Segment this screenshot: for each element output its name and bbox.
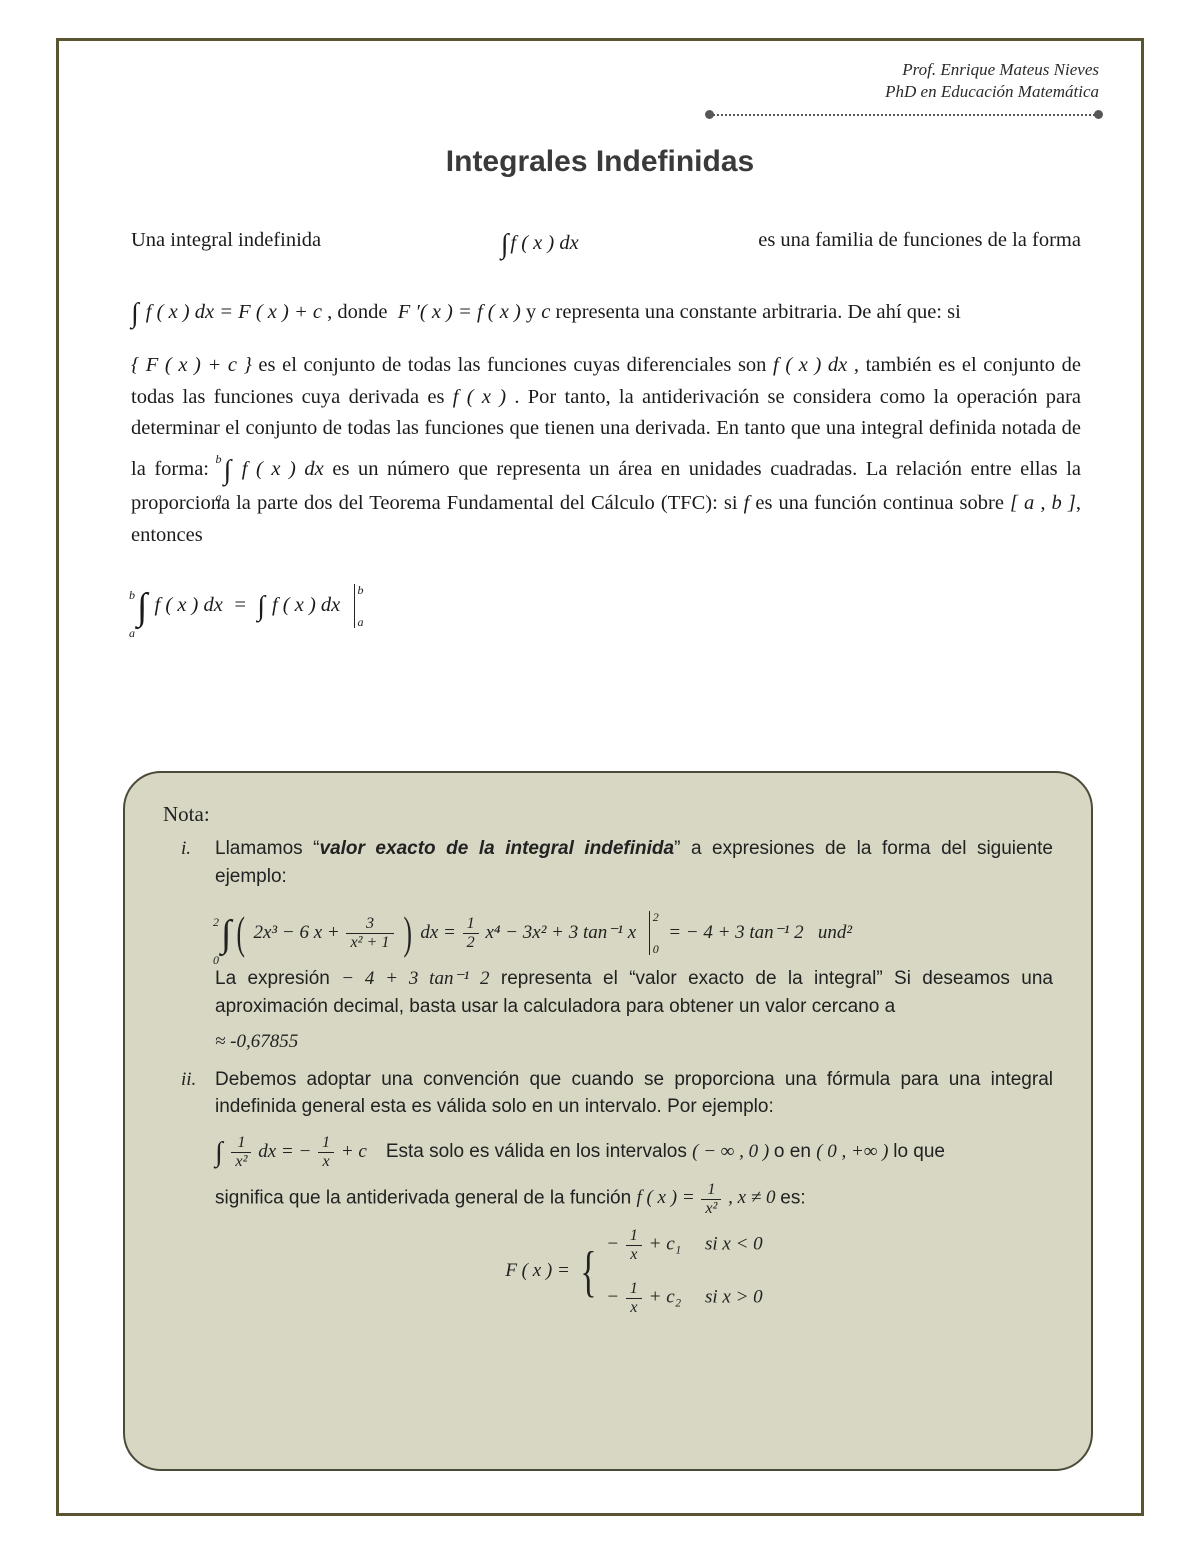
- p1-post: es una familia de funciones de la forma: [758, 225, 1081, 257]
- p3-intab: ba∫ f ( x ) dx: [218, 458, 324, 480]
- p3-set: { F ( x ) + c }: [131, 354, 252, 376]
- p4-b: b: [129, 589, 135, 601]
- r1si: si x < 0: [705, 1234, 763, 1255]
- p4-bar-b: b: [358, 584, 364, 596]
- p4-a: a: [129, 627, 135, 639]
- i-hi: 2: [213, 916, 219, 928]
- r1n: 1: [626, 1227, 642, 1246]
- dot-icon: [705, 110, 714, 119]
- i-r1d: 2: [463, 934, 479, 952]
- p2-eq2: F ′( x ) = f ( x ): [398, 301, 521, 323]
- p2-post: representa una constante arbitraria. De …: [556, 301, 961, 323]
- r1d: x: [626, 1246, 642, 1264]
- p3-fx: f ( x ): [453, 386, 506, 408]
- i-t1: Llamamos “: [215, 838, 320, 859]
- ii-int1: ( − ∞ , 0 ): [692, 1141, 769, 1162]
- body-text: Una integral indefinida ∫f ( x ) dx es u…: [131, 219, 1081, 647]
- header-divider: [709, 109, 1099, 121]
- ii-f3d: x²: [701, 1200, 721, 1218]
- p4-eq: ba∫ f ( x ) dx = ∫ f ( x ) dx ba: [131, 594, 364, 616]
- ii-int2: ( 0 , +∞ ): [816, 1141, 888, 1162]
- i-integrand: 2x³ − 6 x +: [254, 922, 340, 943]
- ii-Fx: F ( x ) =: [505, 1260, 570, 1281]
- i-elo: 0: [653, 943, 659, 955]
- pw-row1: − 1x + c₁ si x < 0: [606, 1227, 762, 1264]
- i-equation: 20∫( 2x³ − 6 x + 3x² + 1 ) dx = 12 x⁴ − …: [215, 899, 1053, 956]
- paragraph-2: ∫ f ( x ) dx = F ( x ) + c , donde F ′( …: [131, 288, 1081, 331]
- ii-fxeq: f ( x ) =: [636, 1187, 694, 1208]
- note-heading: Nota:: [163, 799, 1053, 829]
- p3-fxdx: f ( x ) dx: [773, 354, 847, 376]
- p4-bar-a: a: [358, 616, 364, 628]
- ii-f3n: 1: [701, 1181, 721, 1200]
- ii-fx: f ( x ) = 1x² , x ≠ 0: [636, 1187, 780, 1208]
- i-fnum: 3: [346, 915, 393, 934]
- pw-row2: − 1x + c₂ si x > 0: [606, 1280, 762, 1317]
- marker-ii: ii.: [181, 1066, 196, 1094]
- ii-eq1: ∫ 1x² dx = − 1x + c Esta solo es válida …: [215, 1129, 1053, 1171]
- page-title: Integrales Indefinidas: [59, 145, 1141, 179]
- i-r1n: 1: [463, 915, 479, 934]
- p3-t5: es una función continua sobre: [749, 492, 1010, 514]
- ii-t2b: lo que: [893, 1141, 945, 1162]
- lim-a: a: [216, 491, 222, 503]
- paragraph-1: Una integral indefinida ∫f ( x ) dx es u…: [131, 219, 1081, 262]
- p2-c: c: [541, 301, 550, 323]
- p1-eq-tail: f ( x ) dx: [510, 232, 578, 254]
- i-t3a: La expresión: [215, 968, 341, 989]
- i-lo: 0: [213, 954, 219, 966]
- page-frame: Prof. Enrique Mateus Nieves PhD en Educa…: [56, 38, 1144, 1516]
- ii-dx: dx = −: [258, 1141, 311, 1162]
- eval-bar-icon: [354, 584, 355, 628]
- ii-t2a: Esta solo es válida en los intervalos: [386, 1141, 692, 1162]
- ii-cond: , x ≠ 0: [728, 1187, 775, 1208]
- ii-f1n: 1: [231, 1134, 251, 1153]
- i-fden: x² + 1: [346, 934, 393, 952]
- r1c: + c₁: [644, 1234, 681, 1255]
- ii-t3b: es:: [780, 1187, 805, 1208]
- p3-t1: es el conjunto de todas las funciones cu…: [252, 354, 773, 376]
- r2n: 1: [626, 1280, 642, 1299]
- p3-interval: [ a , b ]: [1010, 492, 1076, 514]
- ii-plusc: + c: [341, 1141, 367, 1162]
- p2-mid1: , donde: [327, 301, 387, 323]
- i-expr: − 4 + 3 tan⁻¹ 2: [341, 968, 489, 989]
- note-list: i. Llamamos “valor exacto de la integral…: [163, 835, 1053, 1316]
- paragraph-4: ba∫ f ( x ) dx = ∫ f ( x ) dx ba: [131, 570, 1081, 629]
- p2-mid2: y: [526, 301, 541, 323]
- ii-or: o en: [774, 1141, 816, 1162]
- note-item-ii: ii. Debemos adoptar una convención que c…: [215, 1066, 1053, 1317]
- ii-f1d: x²: [231, 1153, 251, 1171]
- p1-integral: ∫f ( x ) dx: [501, 219, 579, 262]
- ii-f2d: x: [318, 1153, 334, 1171]
- i-approx: ≈ -0,67855: [215, 1028, 1053, 1056]
- i-und: und²: [818, 922, 852, 943]
- header-line2: PhD en Educación Matemática: [885, 81, 1099, 103]
- header-line1: Prof. Enrique Mateus Nieves: [885, 59, 1099, 81]
- r2c: + c₂: [644, 1287, 681, 1308]
- lim-b: b: [216, 453, 222, 465]
- i-bold: valor exacto de la integral indefinida: [320, 838, 675, 859]
- i-ehi: 2: [653, 911, 659, 923]
- p2-eq1: ∫ f ( x ) dx = F ( x ) + c: [131, 301, 322, 323]
- p1-pre: Una integral indefinida: [131, 225, 321, 257]
- marker-i: i.: [181, 835, 191, 863]
- note-item-i: i. Llamamos “valor exacto de la integral…: [215, 835, 1053, 1055]
- r2si: si x > 0: [705, 1287, 763, 1308]
- ii-t1: Debemos adoptar una convención que cuand…: [215, 1069, 1053, 1118]
- ii-f2n: 1: [318, 1134, 334, 1153]
- r2d: x: [626, 1299, 642, 1317]
- i-dx: dx =: [420, 922, 456, 943]
- ii-piecewise: F ( x ) = { − 1x + c₁ si x < 0 − 1x + c₂…: [215, 1227, 1053, 1316]
- dot-icon: [1094, 110, 1103, 119]
- i-rhs1tail: x⁴ − 3x² + 3 tan⁻¹ x: [485, 922, 636, 943]
- eval-bar-icon: [649, 911, 650, 955]
- paragraph-3: { F ( x ) + c } es el conjunto de todas …: [131, 350, 1081, 552]
- note-box: Nota: i. Llamamos “valor exacto de la in…: [123, 771, 1093, 1471]
- i-rhs2: = − 4 + 3 tan⁻¹ 2: [668, 922, 803, 943]
- header-author: Prof. Enrique Mateus Nieves PhD en Educa…: [885, 59, 1099, 103]
- ii-t3a: significa que la antiderivada general de…: [215, 1187, 636, 1208]
